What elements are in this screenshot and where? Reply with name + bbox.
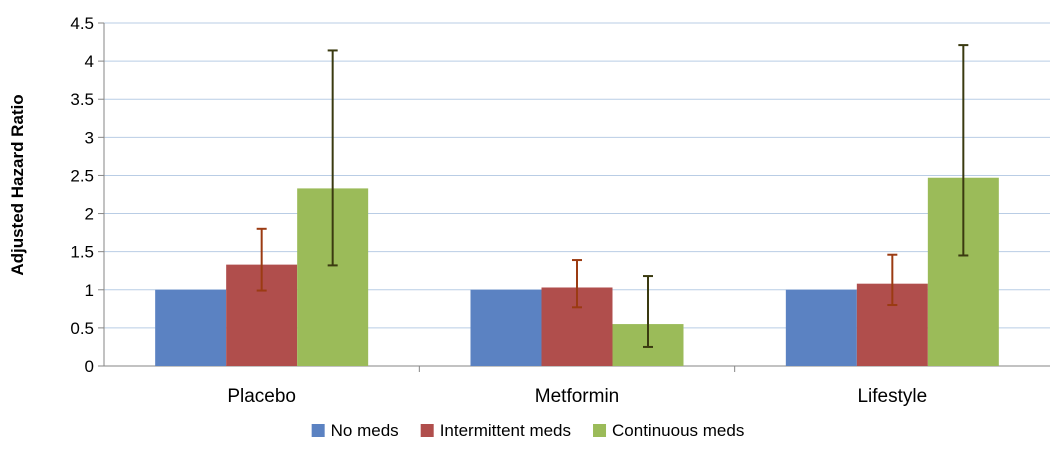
x-tick-label: Metformin <box>535 386 619 407</box>
y-tick-label: 4.5 <box>70 14 94 33</box>
legend-label-no-meds: No meds <box>331 421 399 440</box>
legend: No meds Intermittent meds Continuous meds <box>311 421 744 440</box>
y-tick-label: 2 <box>85 205 94 224</box>
legend-label-intermittent-meds: Intermittent meds <box>440 421 571 440</box>
x-tick-label: Lifestyle <box>857 386 927 407</box>
legend-swatch-intermittent-meds <box>420 424 434 437</box>
legend-swatch-no-meds <box>311 424 325 437</box>
tick-labels: 0 0.5 1 1.5 2 2.5 3 3.5 4 4.5 Placebo Metformin Life… <box>70 14 927 407</box>
y-tick-label: 0 <box>85 357 94 376</box>
y-tick-label: 4 <box>85 52 94 71</box>
legend-swatch-continuous-meds <box>593 424 607 437</box>
y-tick-label: 3.5 <box>70 90 94 109</box>
legend-label-continuous-meds: Continuous meds <box>612 421 744 440</box>
x-tick-label: Placebo <box>227 386 296 407</box>
error-bars <box>256 44 969 348</box>
bar-no-meds-lifestyle <box>785 289 857 366</box>
bar-no-meds-metformin <box>470 289 542 366</box>
y-tick-label: 1.5 <box>70 243 94 262</box>
y-tick-label: 1 <box>85 281 94 300</box>
y-axis-label: Adjusted Hazard Ratio <box>8 94 27 275</box>
bar-no-meds-placebo <box>155 289 227 366</box>
y-tick-label: 3 <box>85 128 94 147</box>
y-tick-label: 0.5 <box>70 319 94 338</box>
y-tick-label: 2.5 <box>70 166 94 185</box>
